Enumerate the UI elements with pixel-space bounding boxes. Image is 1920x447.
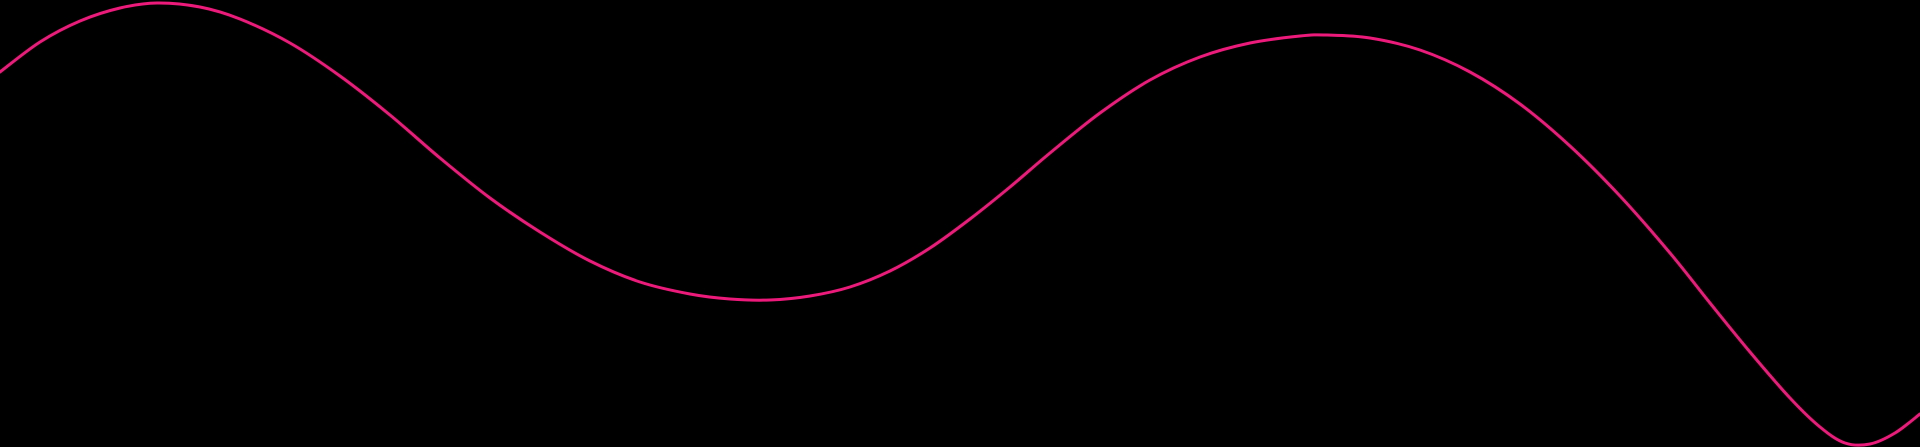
wave-chart [0, 0, 1920, 447]
canvas-stage [0, 0, 1920, 447]
wave-line-path [0, 1, 1920, 447]
chart-background [0, 0, 1920, 447]
